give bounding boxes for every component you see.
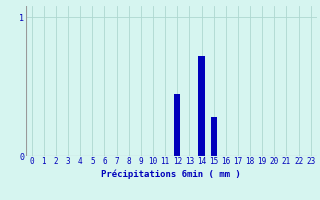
Bar bbox=[198, 56, 204, 156]
X-axis label: Précipitations 6min ( mm ): Précipitations 6min ( mm ) bbox=[101, 169, 241, 179]
Bar bbox=[211, 117, 217, 156]
Bar bbox=[174, 94, 180, 156]
